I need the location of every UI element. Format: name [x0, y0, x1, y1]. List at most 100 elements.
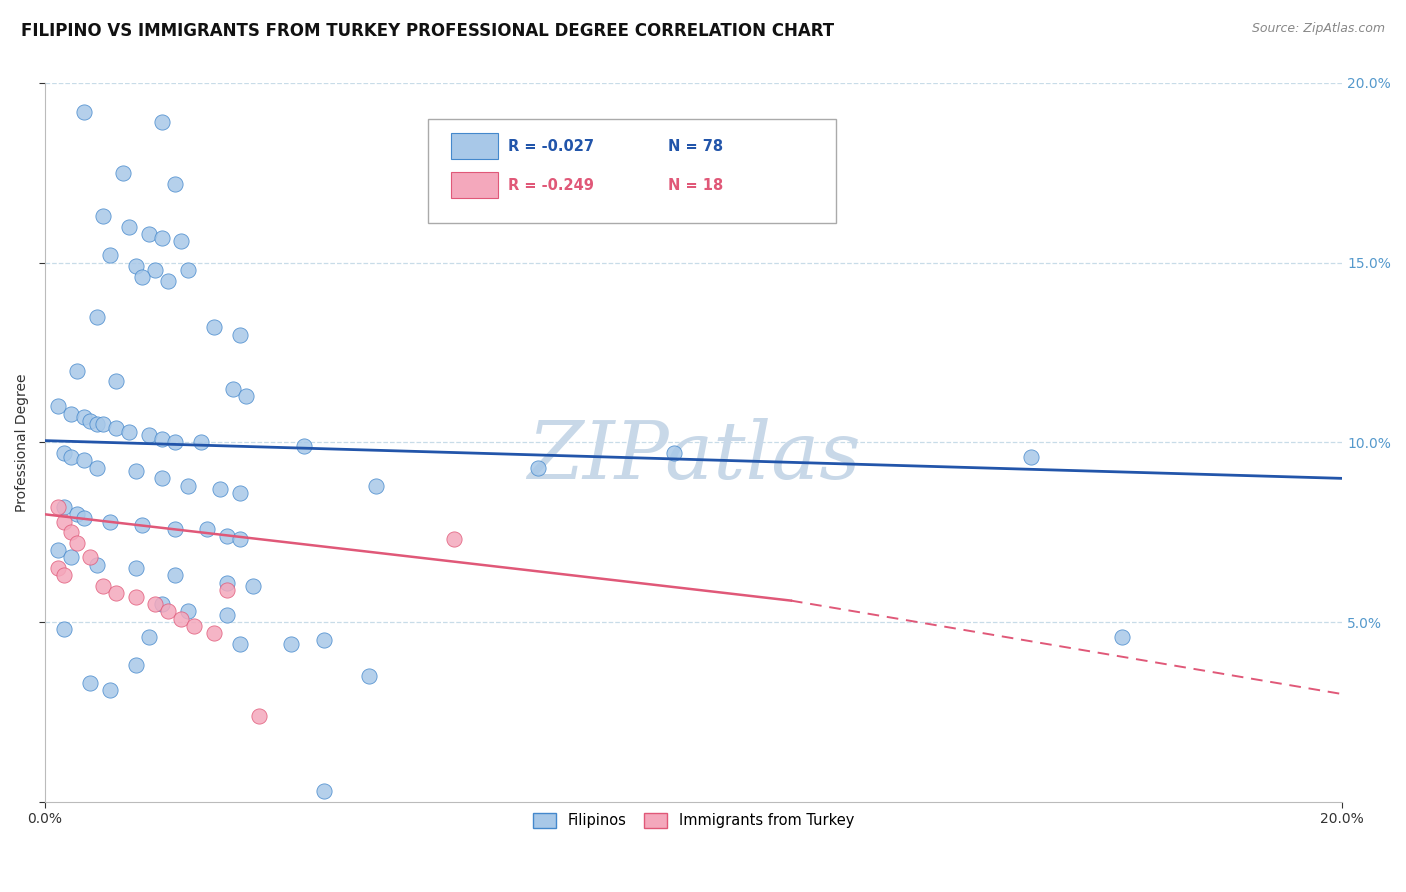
Text: R = -0.027: R = -0.027: [508, 139, 595, 153]
Point: [93, 209, 115, 223]
Point: [86, 310, 108, 324]
Point: [202, 320, 225, 334]
Point: [125, 260, 148, 274]
Point: [215, 607, 238, 622]
Point: [143, 263, 166, 277]
Text: Source: ZipAtlas.com: Source: ZipAtlas.com: [1251, 22, 1385, 36]
Point: [125, 561, 148, 575]
Point: [247, 708, 270, 723]
Point: [242, 579, 264, 593]
Point: [150, 471, 173, 485]
Point: [118, 219, 141, 234]
Point: [98, 683, 121, 698]
Point: [125, 658, 148, 673]
Point: [157, 274, 180, 288]
Point: [1019, 450, 1042, 464]
FancyBboxPatch shape: [427, 119, 837, 223]
Point: [46, 561, 69, 575]
Point: [235, 389, 257, 403]
Point: [86, 460, 108, 475]
Point: [46, 400, 69, 414]
Point: [73, 104, 96, 119]
Point: [79, 676, 101, 690]
Point: [66, 508, 89, 522]
Point: [443, 533, 465, 547]
Point: [131, 270, 153, 285]
Point: [195, 522, 218, 536]
Point: [150, 597, 173, 611]
Point: [312, 784, 335, 798]
Point: [66, 363, 89, 377]
Point: [86, 558, 108, 572]
Point: [662, 446, 685, 460]
Point: [359, 669, 381, 683]
Point: [157, 604, 180, 618]
Point: [163, 435, 186, 450]
Point: [46, 500, 69, 515]
Point: [98, 515, 121, 529]
Point: [190, 435, 212, 450]
Point: [138, 428, 160, 442]
Point: [163, 177, 186, 191]
Text: N = 78: N = 78: [668, 139, 723, 153]
Point: [125, 464, 148, 478]
Point: [527, 460, 550, 475]
Point: [53, 515, 76, 529]
Point: [98, 248, 121, 262]
Point: [150, 230, 173, 244]
Text: ZIPatlas: ZIPatlas: [527, 418, 860, 496]
Point: [79, 414, 101, 428]
Point: [215, 582, 238, 597]
Point: [138, 630, 160, 644]
Point: [150, 432, 173, 446]
Point: [59, 525, 82, 540]
Point: [105, 374, 128, 388]
Point: [280, 637, 302, 651]
Point: [59, 450, 82, 464]
Point: [143, 597, 166, 611]
Point: [53, 623, 76, 637]
Point: [170, 234, 193, 248]
Point: [86, 417, 108, 432]
Y-axis label: Professional Degree: Professional Degree: [15, 373, 30, 512]
Text: N = 18: N = 18: [668, 178, 723, 193]
FancyBboxPatch shape: [451, 133, 498, 159]
Point: [53, 568, 76, 582]
Point: [73, 511, 96, 525]
Point: [183, 619, 205, 633]
Point: [209, 482, 232, 496]
Point: [163, 522, 186, 536]
Text: R = -0.249: R = -0.249: [508, 178, 593, 193]
Point: [176, 263, 198, 277]
Point: [163, 568, 186, 582]
Point: [170, 611, 193, 625]
Point: [176, 604, 198, 618]
Point: [46, 543, 69, 558]
Point: [138, 227, 160, 241]
Point: [364, 478, 387, 492]
Point: [79, 550, 101, 565]
Point: [59, 550, 82, 565]
Point: [215, 529, 238, 543]
Point: [53, 446, 76, 460]
Point: [111, 166, 134, 180]
Point: [294, 439, 316, 453]
Point: [73, 453, 96, 467]
Point: [118, 425, 141, 439]
Point: [53, 500, 76, 515]
Point: [73, 410, 96, 425]
Point: [228, 327, 250, 342]
Point: [222, 382, 245, 396]
Point: [1111, 630, 1133, 644]
Point: [176, 478, 198, 492]
Point: [228, 533, 250, 547]
Point: [93, 579, 115, 593]
Point: [105, 421, 128, 435]
Point: [228, 485, 250, 500]
FancyBboxPatch shape: [451, 172, 498, 198]
Point: [228, 637, 250, 651]
Point: [125, 590, 148, 604]
Point: [131, 518, 153, 533]
Point: [312, 633, 335, 648]
Point: [215, 575, 238, 590]
